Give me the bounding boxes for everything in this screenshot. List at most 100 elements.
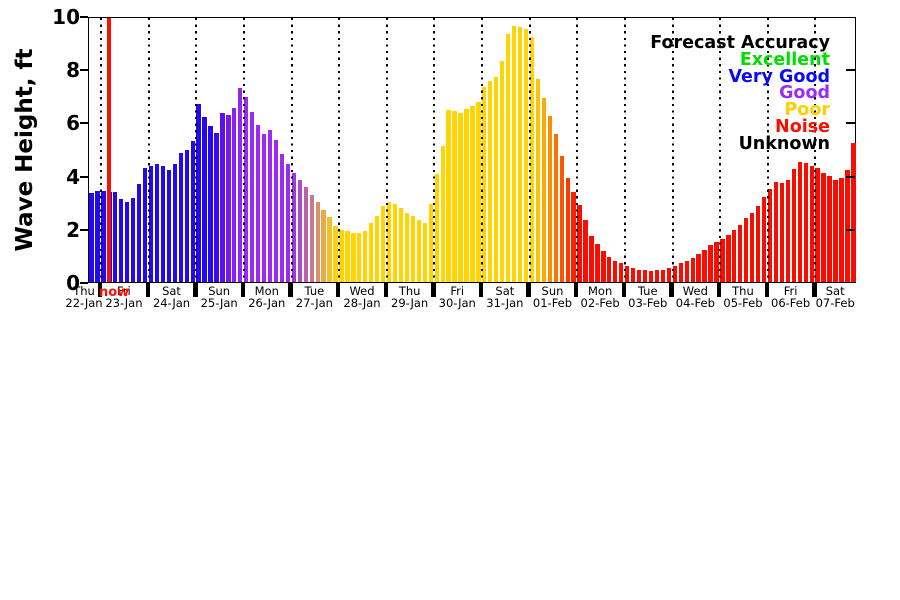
wave-height-bar: [452, 111, 457, 282]
wave-height-bar: [505, 34, 511, 282]
now-line: [106, 18, 111, 282]
wave-height-bar: [404, 212, 410, 282]
legend-title: Forecast Accuracy: [650, 33, 830, 53]
wave-height-bar: [589, 235, 594, 282]
x-day-label: Sat 07-Feb: [805, 284, 865, 310]
now-label: now: [99, 285, 130, 300]
wave-height-bar: [291, 172, 296, 282]
legend-item-poor: Poor: [784, 100, 830, 121]
day-date: 26-Jan: [248, 295, 286, 310]
plot-area: [88, 17, 856, 283]
day-boundary-tick: [336, 283, 341, 297]
wave-height-bar: [136, 183, 142, 282]
wave-height-bar: [119, 199, 124, 282]
day-boundary-tick: [764, 283, 769, 297]
wave-height-bar: [654, 270, 660, 282]
day-date: 22-Jan: [65, 295, 103, 310]
day-date: 30-Jan: [438, 295, 476, 310]
wave-height-bar: [327, 217, 332, 282]
x-day-label: Sun 01-Feb: [522, 284, 582, 309]
day-name: Sat: [825, 284, 845, 298]
wave-height-bar: [208, 125, 213, 282]
y-tick-label: 2: [66, 217, 80, 242]
day-boundary-gridline: [195, 18, 198, 282]
wave-height-bar: [315, 202, 320, 282]
x-day-label: Fri 06-Feb: [761, 284, 821, 309]
wave-height-bar: [714, 242, 719, 282]
wave-height-bar: [226, 114, 231, 282]
day-name: Sat: [495, 284, 515, 298]
day-boundary-gridline: [814, 18, 817, 282]
day-date: 27-Jan: [295, 295, 333, 310]
right-y-tick-mark: [846, 122, 855, 125]
y-tick-mark: [80, 16, 88, 18]
y-tick-mark: [80, 122, 88, 125]
day-boundary-tick: [574, 283, 579, 297]
wave-height-bar: [321, 210, 326, 282]
wave-height-bar: [89, 193, 94, 282]
wave-height-bar: [619, 263, 624, 282]
wave-height-bar: [220, 112, 225, 282]
wave-height-bar: [279, 154, 285, 282]
day-name: Sun: [541, 284, 564, 298]
wave-height-bar: [845, 170, 850, 282]
wave-height-bar: [160, 166, 166, 282]
wave-height-bar: [571, 191, 576, 282]
day-boundary-gridline: [338, 18, 341, 282]
wave-height-bar: [148, 165, 154, 282]
wave-height-bar: [517, 27, 523, 282]
wave-height-bar: [511, 26, 517, 282]
day-date: 07-Feb: [815, 295, 855, 310]
day-boundary-gridline: [576, 18, 579, 282]
day-name: Fri: [783, 284, 798, 298]
day-boundary-gridline: [481, 18, 484, 282]
day-boundary-tick: [383, 283, 388, 297]
day-boundary-gridline: [290, 18, 293, 282]
right-y-tick-mark: [846, 175, 855, 178]
day-boundary-tick: [193, 283, 198, 297]
wave-height-bar: [398, 208, 404, 282]
wave-height-bar: [190, 141, 195, 282]
wave-height-bar: [238, 87, 243, 282]
wave-height-bar: [529, 37, 535, 282]
wave-height-bar: [744, 218, 749, 282]
wave-height-bar: [410, 216, 416, 282]
wave-height-bar: [386, 201, 392, 282]
wave-height-bar: [535, 79, 541, 282]
wave-height-bar: [369, 223, 374, 282]
wave-height-bar: [839, 178, 844, 282]
wave-height-bar: [250, 111, 255, 282]
wave-height-bar: [380, 206, 386, 282]
wave-height-bar: [738, 224, 743, 282]
y-tick-label: 8: [66, 58, 80, 83]
wave-height-bar: [172, 163, 177, 282]
wave-height-bar: [660, 269, 666, 282]
wave-height-bar: [440, 145, 445, 282]
y-tick-mark: [80, 228, 88, 231]
day-name: Tue: [637, 284, 658, 298]
day-name: Wed: [349, 284, 375, 298]
day-boundary-gridline: [433, 18, 436, 282]
wave-height-bar: [131, 197, 136, 282]
wave-height-bar: [101, 191, 106, 282]
x-day-label: Thu 05-Feb: [713, 285, 773, 309]
wave-height-bar: [791, 168, 796, 282]
legend-item-noise: Noise: [775, 117, 830, 137]
wave-height-bar: [666, 268, 671, 282]
wave-height-bar: [357, 232, 362, 282]
wave-height-bar: [595, 243, 600, 282]
wave-height-bar: [494, 77, 499, 282]
wave-height-bar: [726, 235, 731, 282]
wave-height-bar: [392, 203, 398, 282]
wave-height-bar: [154, 164, 160, 282]
wave-height-bar: [648, 270, 654, 282]
day-name: Mon: [587, 284, 613, 298]
wave-height-bar: [815, 168, 820, 282]
wave-height-bar: [214, 133, 219, 282]
x-day-label: Sun 25-Jan: [189, 285, 249, 309]
wave-height-bar: [184, 150, 189, 282]
day-name: Thu: [398, 284, 421, 298]
wave-height-bar: [809, 165, 814, 282]
wave-height-bar: [547, 116, 552, 282]
day-boundary-tick: [240, 283, 246, 297]
